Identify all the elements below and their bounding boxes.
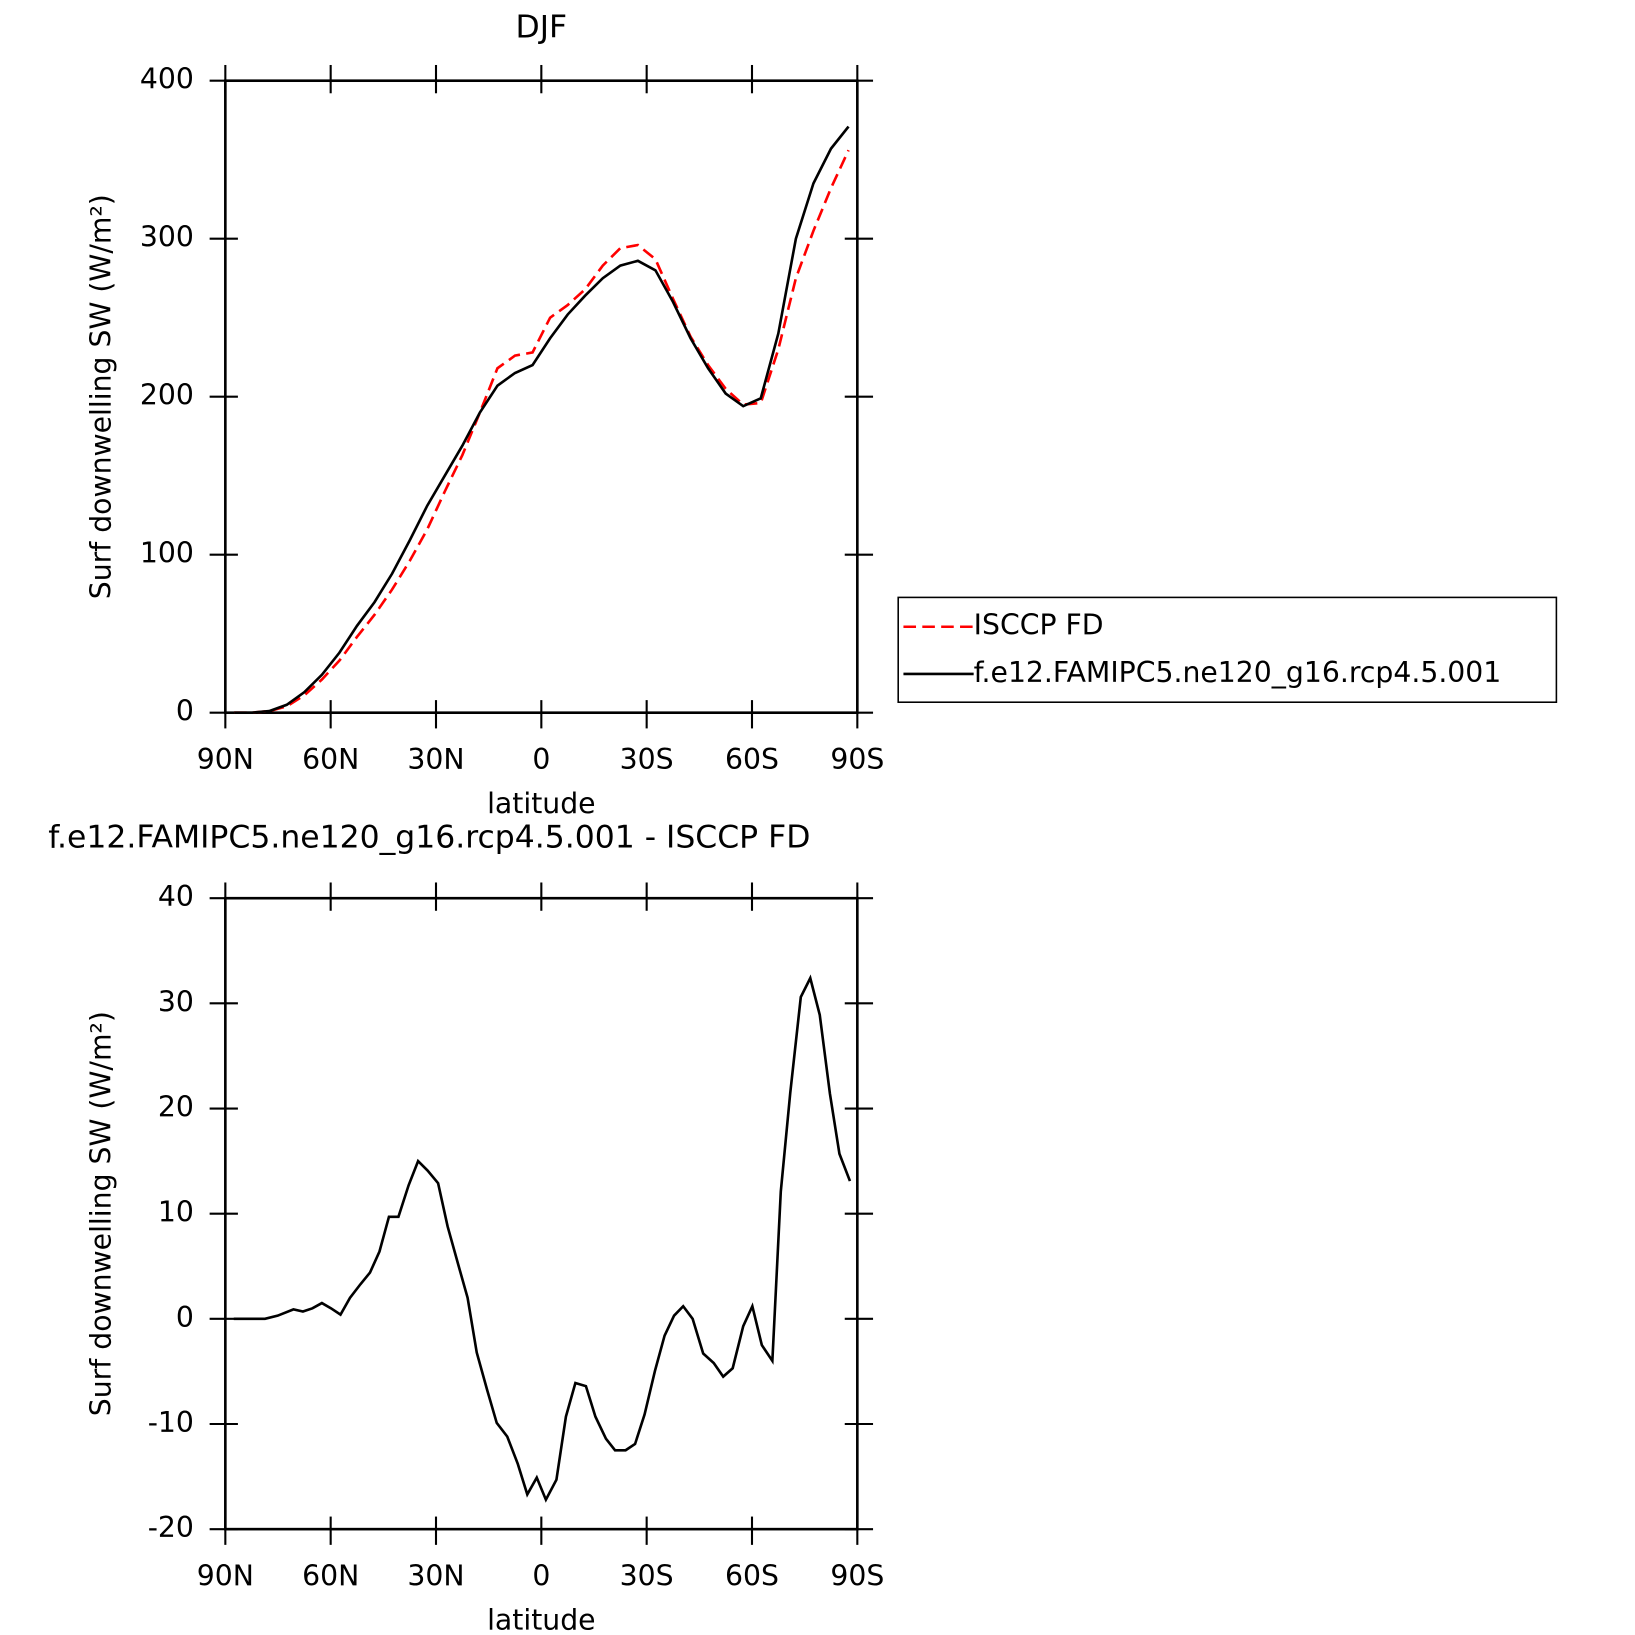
y-axis-label: Surf downwelling SW (W/m²): [85, 1011, 118, 1416]
data-line: [233, 974, 852, 1503]
legend-label: f.e12.FAMIPC5.ne120_g16.rcp4.5.001: [974, 656, 1502, 689]
x-tick-label: 60S: [725, 1559, 779, 1592]
data-line: [234, 149, 850, 715]
plot-frame: [224, 896, 859, 1531]
x-tick-label: 30N: [407, 743, 464, 776]
x-tick-label: 60N: [302, 743, 359, 776]
y-tick-label: 200: [140, 379, 194, 412]
x-axis-label: latitude: [487, 1603, 595, 1635]
y-tick-label: 0: [176, 695, 194, 728]
x-tick-label: 90N: [197, 743, 254, 776]
x-tick-label: 60S: [725, 743, 779, 776]
chart-title: f.e12.FAMIPC5.ne120_g16.rcp4.5.001 - ISC…: [48, 819, 810, 855]
y-tick-label: 30: [158, 985, 194, 1018]
y-tick-label: 20: [158, 1091, 194, 1124]
x-tick-label: 0: [532, 1559, 550, 1592]
y-tick-label: 0: [176, 1301, 194, 1334]
chart-title: DJF: [516, 9, 568, 45]
data-line: [234, 125, 850, 715]
y-tick-label: 400: [140, 63, 194, 96]
legend-box: [897, 596, 1558, 703]
x-tick-label: 30N: [407, 1559, 464, 1592]
y-tick-label: 10: [158, 1196, 194, 1229]
x-tick-label: 90S: [830, 1559, 884, 1592]
x-tick-label: 30S: [620, 1559, 674, 1592]
x-tick-label: 90N: [197, 1559, 254, 1592]
x-axis-label: latitude: [487, 787, 595, 820]
legend-label: ISCCP FD: [974, 609, 1104, 642]
y-tick-label: 40: [158, 880, 194, 913]
x-tick-label: 60N: [302, 1559, 359, 1592]
y-tick-label: -20: [148, 1511, 194, 1544]
x-tick-label: 90S: [830, 743, 884, 776]
y-tick-label: -10: [148, 1406, 194, 1439]
y-tick-label: 300: [140, 221, 194, 254]
x-tick-label: 30S: [620, 743, 674, 776]
y-axis-label: Surf downwelling SW (W/m²): [85, 194, 118, 599]
x-tick-label: 0: [532, 743, 550, 776]
y-tick-label: 100: [140, 537, 194, 570]
